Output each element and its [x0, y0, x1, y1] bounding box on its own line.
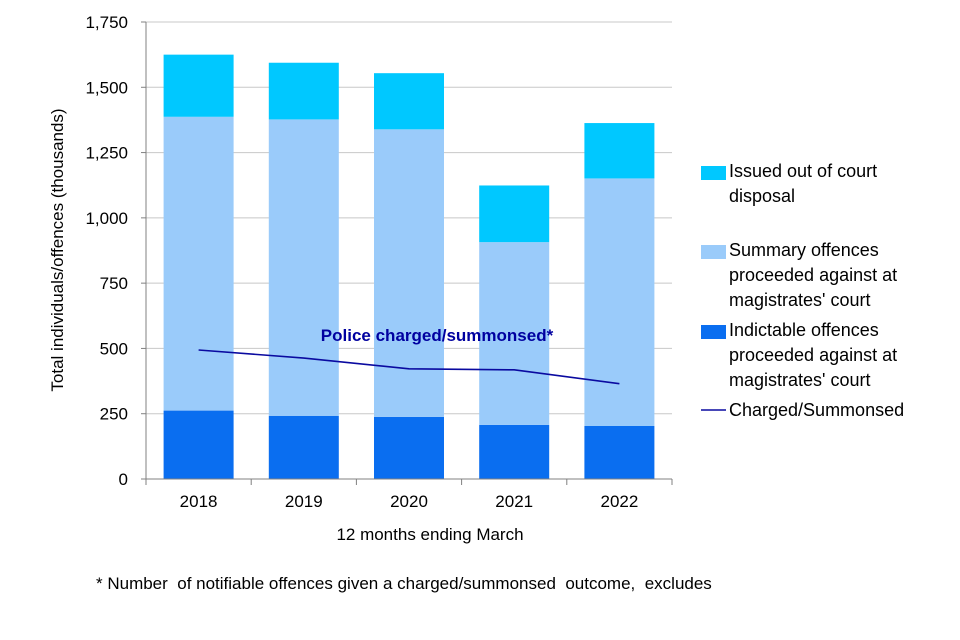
x-tick-label-2020: 2020: [390, 492, 428, 511]
bar-2018-series-0: [163, 410, 234, 479]
legend-label-3-line-0: Charged/Summonsed: [729, 400, 904, 420]
x-axis-title: 12 months ending March: [336, 525, 523, 544]
legend-label-2-line-2: magistrates' court: [729, 370, 871, 390]
legend-label-2-line-0: Indictable offences: [729, 320, 879, 340]
bar-series-group: [163, 54, 655, 479]
bar-2020-series-2: [374, 73, 444, 130]
y-tick-label-0: 0: [119, 470, 128, 489]
y-tick-label-2: 500: [100, 339, 128, 358]
legend-label-0-line-0: Issued out of court: [729, 161, 877, 181]
bar-2021-series-1: [479, 242, 550, 425]
x-tick-label-2019: 2019: [285, 492, 323, 511]
legend-swatch-1: [701, 245, 726, 259]
line-series-group: [198, 349, 620, 385]
x-tick-label-2018: 2018: [180, 492, 218, 511]
bar-2021-series-0: [479, 424, 550, 479]
bar-2020-series-1: [374, 129, 444, 417]
x-tick-label-2021: 2021: [495, 492, 533, 511]
x-tick-label-2022: 2022: [600, 492, 638, 511]
y-tick-label-7: 1,750: [85, 13, 128, 32]
y-tick-label-1: 250: [100, 405, 128, 424]
y-tick-label-4: 1,000: [85, 209, 128, 228]
legend-label-2-line-1: proceeded against at: [729, 345, 897, 365]
bar-2021-series-2: [479, 185, 550, 243]
y-tick-label-3: 750: [100, 274, 128, 293]
bar-2022-series-2: [584, 123, 655, 179]
legend: Issued out of court disposal Summary offen…: [701, 161, 904, 420]
footnote: * Number of notifiable offences given a …: [96, 574, 712, 593]
x-tick-labels: 2018 2019 2020 2021 2022: [180, 492, 639, 511]
bar-2022-series-0: [584, 425, 655, 479]
bar-2020-series-0: [374, 416, 444, 479]
y-axis-title: Total individuals/offences (thousands): [48, 108, 67, 391]
legend-label-0-line-1: disposal: [729, 186, 795, 206]
legend-label-1-line-1: proceeded against at: [729, 265, 897, 285]
y-tick-label-6: 1,500: [85, 78, 128, 97]
bar-2018-series-2: [163, 54, 234, 117]
bar-2019-series-1: [268, 119, 339, 416]
axes: [141, 21, 673, 485]
bar-2019-series-2: [268, 62, 339, 120]
y-tick-label-5: 1,250: [85, 144, 128, 163]
y-tick-labels: 0 250 500 750 1,000 1,250 1,500 1,750: [85, 13, 128, 489]
legend-label-1-line-0: Summary offences: [729, 240, 879, 260]
legend-label-1-line-2: magistrates' court: [729, 290, 871, 310]
bar-2022-series-1: [584, 178, 655, 426]
bar-2018-series-1: [163, 116, 234, 411]
line-annotation: Police charged/summonsed*: [321, 326, 554, 345]
legend-swatch-0: [701, 166, 726, 180]
bar-2019-series-0: [268, 415, 339, 479]
legend-swatch-2: [701, 325, 726, 339]
